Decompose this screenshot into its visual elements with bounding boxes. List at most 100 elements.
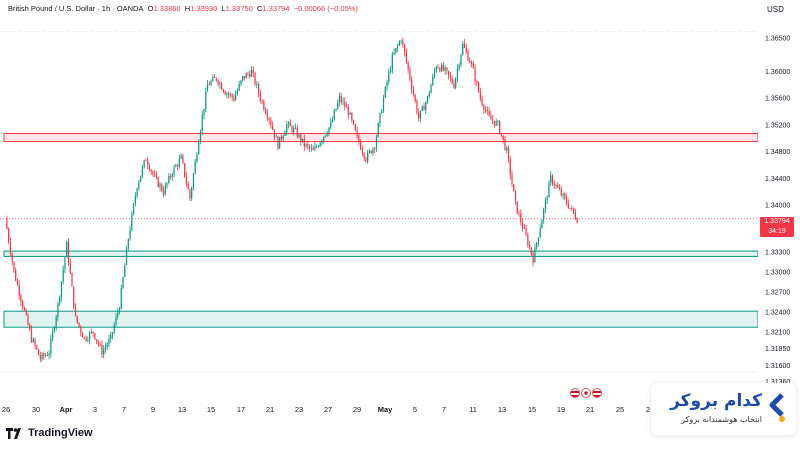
candle — [52, 328, 54, 342]
candle-body — [449, 75, 452, 79]
candle — [217, 78, 219, 87]
candle-body — [543, 208, 545, 220]
candle-body — [576, 218, 578, 223]
candle — [215, 77, 217, 82]
candle-body — [279, 136, 281, 149]
candle-body — [113, 324, 115, 333]
candle-body — [111, 332, 114, 335]
time-axis[interactable]: 26 30 Apr 3 7 9 13 15 17 21 23 27 29 May 5 7 11 13 15 19 21 2… — [0, 400, 758, 420]
candle — [291, 124, 293, 135]
candle — [497, 120, 499, 126]
candle — [495, 118, 497, 127]
chart-legend[interactable]: British Pound / U.S. Dollar · 1h · OANDA… — [8, 4, 358, 13]
candle — [384, 85, 386, 99]
candle-body — [314, 146, 316, 151]
candle — [259, 89, 261, 104]
candle-body — [497, 121, 499, 122]
candle-body — [115, 316, 117, 325]
candle — [430, 83, 432, 94]
candle — [37, 348, 40, 356]
us-flag-icon[interactable] — [570, 388, 580, 398]
candle — [257, 82, 260, 98]
us-flag-icon-2[interactable] — [592, 388, 602, 398]
candle-body — [52, 331, 54, 339]
candle — [16, 278, 19, 286]
candle-body — [360, 142, 362, 150]
candle-body — [81, 332, 84, 338]
candle — [87, 336, 89, 343]
candle-body — [217, 80, 219, 85]
candle-body — [402, 40, 404, 45]
candle — [421, 105, 423, 112]
uk-flag-icon[interactable] — [581, 388, 591, 398]
candle-body — [37, 349, 40, 355]
candle — [34, 337, 36, 350]
price-axis[interactable]: 1.36500 1.36000 1.35600 1.35200 1.34800 1.344… — [758, 0, 800, 400]
candle — [29, 323, 31, 332]
candle — [539, 224, 541, 239]
candle — [460, 54, 462, 67]
candle — [312, 145, 314, 151]
candle-body — [337, 102, 339, 109]
candle-body — [310, 148, 312, 150]
candle — [521, 218, 524, 232]
candle-body — [154, 174, 156, 176]
candle — [502, 135, 504, 144]
symbol-title[interactable]: British Pound / U.S. Dollar · 1h · OANDA — [8, 4, 144, 13]
candle — [141, 164, 144, 179]
candle-body — [338, 95, 341, 103]
candle-body — [245, 73, 247, 79]
candle — [147, 157, 149, 170]
candle-body — [307, 144, 309, 146]
tradingview-logo[interactable]: TradingView — [6, 427, 93, 439]
candle-body — [351, 112, 353, 120]
time-tick-label: 26 — [2, 405, 10, 414]
candle-body — [530, 247, 532, 255]
candle — [389, 65, 392, 74]
candle — [317, 144, 320, 148]
candle — [57, 302, 59, 322]
candle-body — [284, 132, 286, 136]
candle — [433, 67, 436, 79]
time-tick-label: 25 — [616, 405, 624, 414]
chart-plot[interactable] — [0, 0, 758, 400]
candle — [398, 40, 400, 47]
candle — [23, 306, 26, 312]
candle — [152, 170, 154, 178]
candle — [36, 345, 38, 351]
candle-body — [382, 97, 385, 111]
candle-body — [507, 147, 510, 159]
candle-body — [134, 196, 136, 204]
candle-body — [349, 112, 351, 115]
candle — [208, 81, 210, 86]
candle — [344, 97, 346, 111]
candle — [48, 350, 50, 360]
candle — [386, 80, 388, 91]
candle — [368, 149, 371, 154]
candle-body — [523, 228, 525, 230]
candle — [32, 337, 34, 344]
candle — [500, 133, 503, 138]
candle-body — [273, 129, 276, 138]
candle-body — [264, 109, 267, 114]
candle-body — [484, 110, 487, 111]
currency-label[interactable]: USD — [767, 5, 784, 14]
candle-body — [206, 84, 209, 92]
candle-body — [421, 106, 423, 111]
candle — [81, 331, 84, 338]
candle-body — [247, 73, 249, 75]
candle-body — [358, 135, 360, 143]
candle — [127, 238, 129, 252]
candle-body — [564, 193, 566, 198]
candle — [194, 158, 196, 175]
candle — [41, 352, 43, 362]
candle — [426, 95, 429, 104]
candle — [110, 331, 112, 343]
event-markers[interactable] — [570, 388, 602, 398]
candle — [470, 60, 473, 68]
candle — [69, 258, 71, 275]
candle-body — [571, 207, 573, 209]
candle — [249, 70, 251, 79]
candle — [189, 188, 191, 201]
candle — [118, 307, 121, 315]
